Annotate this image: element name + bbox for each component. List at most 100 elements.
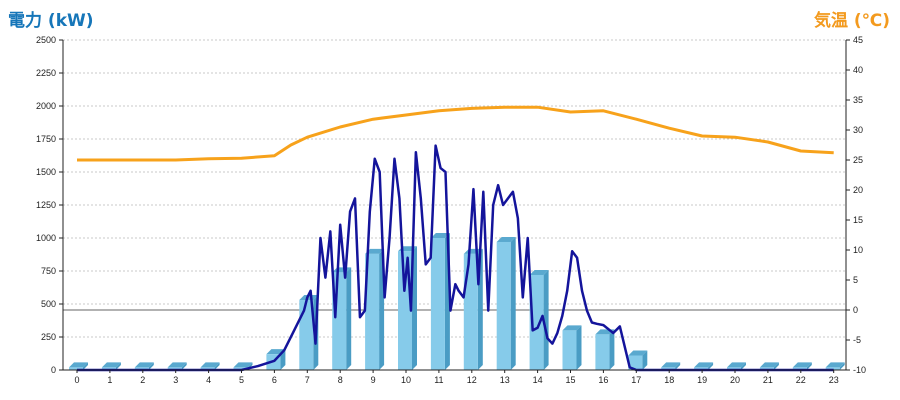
bar xyxy=(496,241,511,370)
bar xyxy=(661,367,676,370)
x-tick-label: 0 xyxy=(74,375,79,385)
x-tick-label: 18 xyxy=(664,375,674,385)
x-tick-label: 17 xyxy=(631,375,641,385)
bar-top xyxy=(727,362,746,368)
right-tick-label: 45 xyxy=(853,35,863,45)
right-tick-label: -5 xyxy=(853,335,861,345)
bar-side xyxy=(543,269,549,370)
x-tick-label: 11 xyxy=(434,375,443,385)
x-tick-label: 4 xyxy=(206,375,211,385)
x-tick-label: 13 xyxy=(500,375,510,385)
bar-side xyxy=(214,362,220,370)
bar-top xyxy=(299,295,319,301)
right-tick-label: 0 xyxy=(853,305,858,315)
bar xyxy=(134,367,149,370)
power-line xyxy=(77,144,834,372)
bar xyxy=(101,367,116,370)
x-tick-label: 12 xyxy=(467,375,477,385)
left-tick-label: 2250 xyxy=(36,68,56,78)
bar xyxy=(562,330,577,370)
x-tick-label: 2 xyxy=(140,375,145,385)
bar xyxy=(299,300,314,370)
bar xyxy=(167,367,182,370)
bar-top xyxy=(792,362,812,368)
bar-side xyxy=(576,325,582,370)
bar-top xyxy=(496,236,516,242)
bar-top xyxy=(365,248,385,254)
left-tick-label: 500 xyxy=(41,299,56,309)
bar xyxy=(529,274,544,370)
bar xyxy=(69,367,83,370)
bar-top xyxy=(167,362,187,368)
grid xyxy=(63,39,846,338)
bar-top xyxy=(562,325,582,331)
bar xyxy=(233,367,248,370)
left-tick-label: 2500 xyxy=(36,35,56,45)
bar-side xyxy=(148,362,154,370)
x-tick-label: 15 xyxy=(565,375,575,385)
bar-top xyxy=(661,362,681,368)
x-tick-label: 10 xyxy=(401,375,411,385)
right-tick-label: 25 xyxy=(853,155,863,165)
bar-side xyxy=(773,362,779,370)
bar-top xyxy=(134,362,154,368)
x-tick-label: 1 xyxy=(107,375,112,385)
bar xyxy=(463,253,478,370)
bar-top xyxy=(69,362,88,368)
bar-top xyxy=(430,233,450,238)
bar xyxy=(759,367,774,370)
right-tick-label: -10 xyxy=(853,365,866,375)
bar-side xyxy=(675,362,681,370)
bar-top xyxy=(101,362,121,368)
bar-side xyxy=(83,362,88,370)
bar-side xyxy=(642,350,648,370)
bar-side xyxy=(609,329,615,370)
bar-top xyxy=(628,350,648,356)
bar xyxy=(792,367,807,370)
bar-side xyxy=(839,362,845,370)
left-tick-label: 1250 xyxy=(36,200,56,210)
left-tick-label: 1500 xyxy=(36,167,56,177)
x-tick-label: 21 xyxy=(763,375,773,385)
left-axis-title: 電力 (kW) xyxy=(8,11,94,31)
bar xyxy=(628,355,643,370)
right-axis-title: 気温 (℃) xyxy=(813,11,890,31)
right-tick-label: 10 xyxy=(853,245,863,255)
left-tick-label: 1000 xyxy=(36,233,56,243)
right-tick-label: 30 xyxy=(853,125,863,135)
bar xyxy=(825,367,840,370)
bar xyxy=(694,367,709,370)
x-tick-label: 20 xyxy=(730,375,740,385)
bar xyxy=(430,238,445,370)
bar xyxy=(365,253,380,370)
left-tick-label: 750 xyxy=(41,266,56,276)
bar-side xyxy=(346,267,352,370)
right-tick-label: 35 xyxy=(853,95,863,105)
x-tick-label: 6 xyxy=(272,375,277,385)
bar-series xyxy=(69,233,845,370)
x-tick-label: 19 xyxy=(697,375,707,385)
left-tick-label: 1750 xyxy=(36,134,56,144)
x-tick-label: 14 xyxy=(533,375,543,385)
temperature-line xyxy=(77,105,834,162)
bar xyxy=(595,334,610,370)
line-series xyxy=(77,105,834,372)
x-tick-label: 7 xyxy=(305,375,310,385)
axes: 02505007501000125015001750200022502500-1… xyxy=(36,35,866,385)
bar xyxy=(200,367,215,370)
bar-top xyxy=(529,269,549,275)
bar-top xyxy=(759,362,779,368)
bar-side xyxy=(708,362,714,370)
bar xyxy=(727,367,741,370)
x-tick-label: 9 xyxy=(371,375,376,385)
right-tick-label: 15 xyxy=(853,215,863,225)
bar-side xyxy=(181,362,187,370)
bar-top xyxy=(694,362,714,368)
x-tick-label: 16 xyxy=(598,375,608,385)
bar-top xyxy=(200,362,220,368)
bar-side xyxy=(115,362,121,370)
right-tick-label: 5 xyxy=(853,275,858,285)
x-tick-label: 3 xyxy=(173,375,178,385)
bar-side xyxy=(412,246,417,370)
